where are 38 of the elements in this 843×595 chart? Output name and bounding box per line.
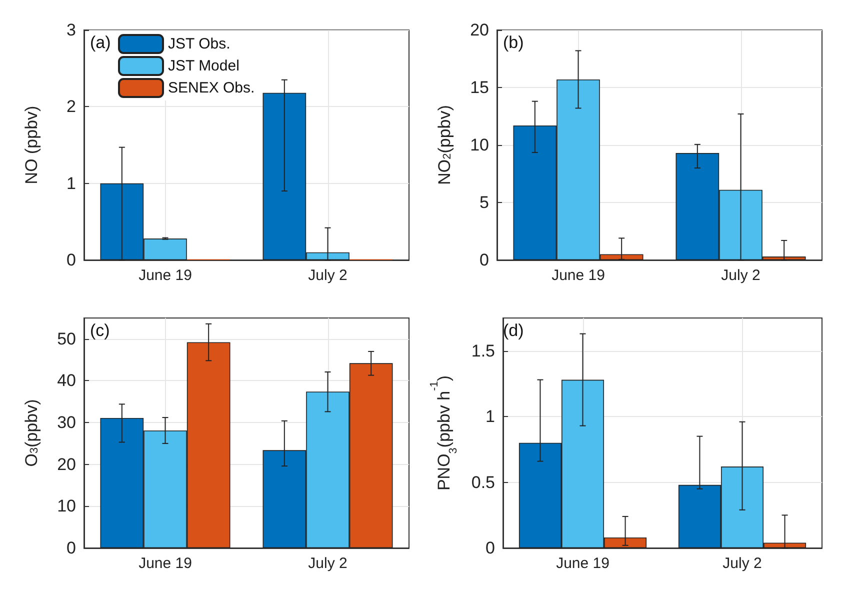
y-axis-title: NO2(ppbv) (435, 105, 454, 185)
y-tick-label: 0 (486, 538, 495, 558)
y-tick-label: 10 (470, 136, 489, 154)
annotation: (d) (503, 321, 524, 340)
x-tick-label: June 19 (556, 555, 610, 572)
y-tick-label: 0.5 (471, 472, 495, 492)
y-tick-label: 20 (57, 454, 76, 474)
x-tick-label: June 19 (552, 267, 605, 284)
legend-label: JST Obs. (168, 36, 230, 52)
y-tick-label: 0 (66, 250, 76, 270)
y-tick-label: 1 (486, 407, 495, 426)
y-tick-label: 1.5 (471, 341, 495, 360)
x-tick-label: June 19 (138, 267, 192, 284)
x-tick-label: June 19 (138, 555, 192, 572)
y-tick-label: 0 (66, 538, 76, 558)
y-tick-label: 20 (470, 20, 489, 40)
y-tick-label: 15 (470, 78, 489, 97)
x-tick-label: July 2 (308, 555, 348, 572)
y-axis-title: PNO3(ppbv h-1) (428, 375, 460, 491)
x-tick-label: July 2 (722, 555, 762, 572)
y-tick-label: 30 (57, 413, 76, 432)
annotation: (c) (90, 321, 110, 340)
x-tick-label: July 2 (721, 267, 760, 284)
y-axis-title: NO (ppbv) (22, 106, 41, 184)
annotation: (b) (503, 33, 524, 52)
y-tick-label: 0 (480, 250, 489, 270)
y-tick-label: 1 (66, 174, 76, 193)
y-tick-label: 10 (57, 496, 76, 516)
y-axis-title: O3(ppbv) (22, 399, 41, 467)
x-tick-label: July 2 (308, 267, 348, 284)
y-tick-label: 40 (57, 371, 76, 390)
legend-label: SENEX Obs. (168, 80, 255, 96)
y-tick-label: 2 (66, 97, 76, 116)
annotation: (a) (90, 33, 111, 52)
y-tick-label: 50 (57, 329, 76, 348)
legend-label: JST Model (168, 58, 240, 74)
y-tick-label: 3 (66, 20, 76, 40)
y-tick-label: 5 (480, 193, 489, 212)
